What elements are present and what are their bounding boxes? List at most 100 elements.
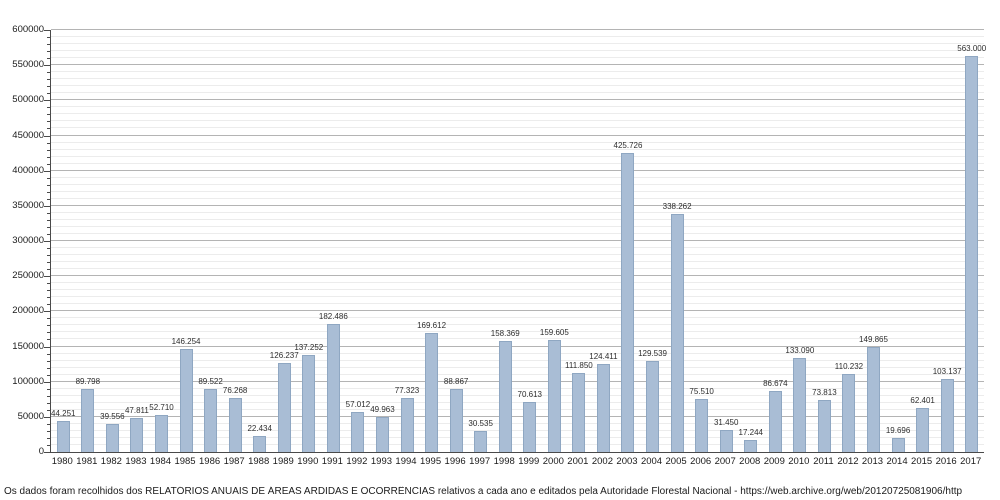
y-tick-label: 550000	[12, 59, 44, 71]
gridline-major	[51, 380, 984, 382]
bar-2013	[867, 347, 880, 452]
x-tick-label: 1988	[248, 456, 270, 467]
y-minor-tick	[47, 304, 50, 306]
gridline-minor	[51, 408, 984, 410]
gridline-minor	[51, 429, 984, 431]
x-tick-label: 2001	[567, 456, 589, 467]
y-minor-tick	[47, 388, 50, 390]
gridline-minor	[51, 162, 984, 164]
bar-2004	[646, 361, 660, 452]
y-minor-tick	[47, 226, 50, 228]
gridline-minor	[51, 57, 984, 59]
gridline-minor	[51, 113, 984, 115]
gridline-minor	[51, 289, 984, 291]
bar-value-label: 39.556	[100, 412, 125, 421]
y-tick-label: 250000	[12, 270, 44, 282]
bar-value-label: 89.522	[198, 377, 223, 386]
gridline-major	[51, 415, 984, 417]
gridline-minor	[51, 211, 984, 213]
y-major-tick	[44, 205, 50, 207]
bar-2005	[670, 214, 684, 452]
gridline-minor	[51, 36, 984, 38]
y-minor-tick	[47, 290, 50, 292]
x-tick-label: 1996	[444, 456, 466, 467]
bar-2000	[547, 340, 561, 452]
y-minor-tick	[47, 430, 50, 432]
y-minor-tick	[47, 325, 50, 327]
y-minor-tick	[47, 444, 50, 446]
x-tick-label: 2014	[886, 456, 908, 467]
bar-value-label: 124.411	[589, 352, 618, 361]
gridline-minor	[51, 331, 984, 333]
y-tick-label: 450000	[12, 129, 44, 141]
x-tick-label: 2004	[640, 456, 663, 467]
gridline-minor	[51, 71, 984, 73]
y-minor-tick	[47, 114, 50, 116]
y-minor-tick	[47, 248, 50, 250]
bar-1998	[498, 341, 512, 452]
y-minor-tick	[47, 72, 50, 74]
x-tick-label: 2002	[591, 456, 613, 467]
gridline-major	[51, 99, 984, 101]
y-minor-tick	[47, 283, 50, 285]
gridline-major	[51, 169, 984, 171]
bar-2016	[940, 379, 954, 452]
y-major-tick	[44, 276, 50, 278]
y-tick-label: 400000	[12, 164, 44, 176]
y-major-tick	[44, 452, 50, 453]
x-tick-label: 1981	[76, 456, 98, 467]
y-minor-tick	[47, 367, 50, 369]
source-note: Os dados foram recolhidos dos RELATÓRIOS…	[4, 486, 963, 497]
x-tick-label: 2007	[714, 456, 736, 467]
gridline-major	[51, 29, 984, 30]
x-tick-label: 2009	[763, 456, 785, 467]
bar-2009	[768, 391, 782, 452]
bar-value-label: 47.811	[124, 406, 149, 415]
bar-1994	[400, 398, 414, 452]
bar-value-label: 77.323	[394, 386, 420, 395]
gridline-minor	[51, 324, 984, 326]
y-tick-label: 600000	[12, 24, 44, 35]
bar-value-label: 89.798	[75, 377, 101, 386]
y-minor-tick	[47, 219, 50, 221]
gridline-minor	[51, 183, 984, 185]
bar-1987	[228, 398, 242, 452]
plot-area: 44.251 89.798 39.556 47.811 52.710 146.254 89.…	[50, 29, 986, 453]
y-minor-tick	[47, 177, 50, 179]
bar-2011	[817, 400, 831, 452]
y-minor-tick	[47, 374, 50, 376]
x-tick-label: 2016	[935, 456, 957, 467]
gridline-minor	[51, 247, 984, 249]
gridline-minor	[51, 282, 984, 284]
gridline-major	[51, 310, 984, 312]
y-minor-tick	[47, 198, 50, 200]
gridline-minor	[51, 85, 984, 87]
x-tick-label: 1997	[469, 456, 491, 467]
bar-2015	[916, 408, 930, 452]
bar-2010	[793, 358, 807, 452]
gridline-minor	[51, 296, 984, 298]
y-minor-tick	[47, 423, 50, 425]
y-minor-tick	[47, 262, 50, 264]
bar-value-label: 129.539	[638, 349, 667, 358]
y-minor-tick	[47, 191, 50, 193]
gridline-minor	[51, 148, 984, 150]
bar-1989	[277, 363, 291, 452]
x-tick-label: 2006	[690, 456, 712, 467]
bar-value-label: 49.963	[370, 405, 395, 414]
y-minor-tick	[47, 318, 50, 320]
gridline-minor	[51, 50, 984, 52]
gridline-minor	[51, 141, 984, 143]
gridline-minor	[51, 387, 984, 389]
y-major-tick	[44, 65, 50, 67]
y-minor-tick	[47, 269, 50, 271]
bar-value-label: 17.244	[738, 428, 763, 437]
gridline-minor	[51, 303, 984, 305]
bar-2014	[891, 438, 905, 452]
gridline-minor	[51, 443, 984, 445]
x-tick-label: 1986	[199, 456, 221, 467]
bar-value-label: 110.232	[834, 362, 864, 371]
bar-value-label: 30.535	[468, 419, 493, 428]
gridline-major	[51, 64, 984, 66]
y-major-tick	[44, 311, 50, 313]
